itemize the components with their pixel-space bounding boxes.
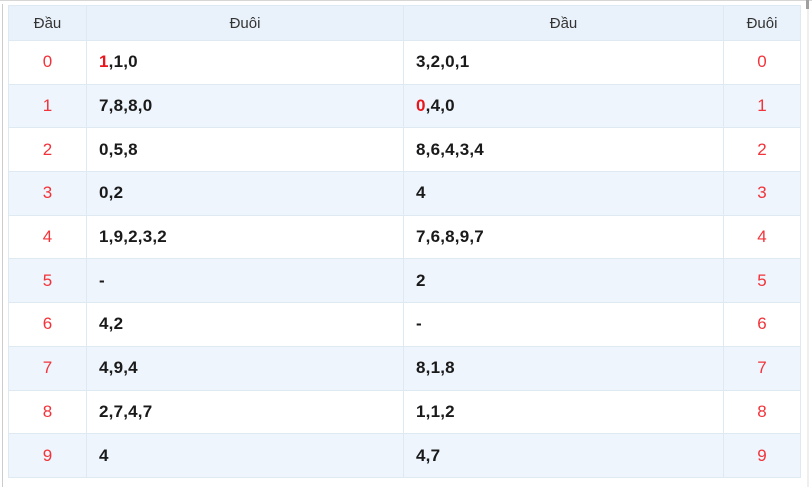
highlighted-digit: 1 (99, 52, 109, 72)
dau-right-cell: 7,6,8,9,7 (403, 214, 724, 260)
table-row: 2 0,5,8 8,6,4,3,4 2 (8, 127, 801, 173)
dau-left-cell: 7 (8, 345, 87, 391)
duoi-left-cell: 1,1,0 (86, 40, 404, 85)
table-header: Đầu Đuôi Đầu Đuôi (8, 5, 801, 41)
duoi-right-cell: 0 (723, 40, 801, 85)
dau-right-cell: 4,7 (403, 433, 724, 478)
table-row: 4 1,9,2,3,2 7,6,8,9,7 4 (8, 214, 801, 260)
header-duoi-right: Đuôi (723, 5, 801, 41)
table-row: 9 4 4,7 9 (8, 433, 801, 478)
duoi-right-cell: 9 (723, 433, 801, 478)
dau-duoi-table: Đầu Đuôi Đầu Đuôi 0 1,1,0 3,2,0,1 0 1 7,8,8,0… (8, 5, 801, 478)
duoi-right-cell: 1 (723, 83, 801, 129)
dau-left-cell: 4 (8, 214, 87, 260)
dau-right-cell: 1,1,2 (403, 389, 724, 435)
dau-left-cell: 5 (8, 258, 87, 304)
duoi-left-cell: 4,9,4 (86, 345, 404, 391)
scrollbar-thumb[interactable] (806, 0, 809, 9)
header-duoi-left: Đuôi (86, 5, 404, 41)
dau-right-cell: 8,1,8 (403, 345, 724, 391)
dau-left-cell: 3 (8, 171, 87, 216)
duoi-left-cell: - (86, 258, 404, 304)
dau-left-cell: 6 (8, 302, 87, 347)
duoi-left-cell: 1,9,2,3,2 (86, 214, 404, 260)
duoi-right-cell: 5 (723, 258, 801, 304)
dau-left-cell: 2 (8, 127, 87, 173)
dau-right-cell: - (403, 302, 724, 347)
scrollbar-track[interactable] (807, 6, 809, 487)
duoi-left-cell: 0,2 (86, 171, 404, 216)
duoi-right-cell: 8 (723, 389, 801, 435)
header-row: Đầu Đuôi Đầu Đuôi (8, 5, 801, 41)
dau-left-cell: 9 (8, 433, 87, 478)
table-row: 3 0,2 4 3 (8, 171, 801, 216)
duoi-right-cell: 2 (723, 127, 801, 173)
duoi-right-cell: 7 (723, 345, 801, 391)
table-body: 0 1,1,0 3,2,0,1 0 1 7,8,8,0 0,4,0 1 2 0,5,8 8,6,4,… (8, 40, 801, 478)
table-row: 6 4,2-6 (8, 302, 801, 347)
duoi-left-cell: 7,8,8,0 (86, 83, 404, 129)
header-dau-left: Đầu (8, 5, 87, 41)
dau-left-cell: 1 (8, 83, 87, 129)
dau-left-cell: 8 (8, 389, 87, 435)
duoi-left-cell: 4,2 (86, 302, 404, 347)
dau-right-cell: 8,6,4,3,4 (403, 127, 724, 173)
table-row: 1 7,8,8,0 0,4,0 1 (8, 83, 801, 129)
top-border (0, 0, 812, 1)
duoi-left-cell: 4 (86, 433, 404, 478)
duoi-right-cell: 4 (723, 214, 801, 260)
header-dau-right: Đầu (403, 5, 724, 41)
left-border (2, 4, 3, 487)
duoi-right-cell: 3 (723, 171, 801, 216)
dau-right-cell: 2 (403, 258, 724, 304)
duoi-left-cell: 2,7,4,7 (86, 389, 404, 435)
dau-right-cell: 0,4,0 (403, 83, 724, 129)
duoi-right-cell: 6 (723, 302, 801, 347)
dau-right-cell: 4 (403, 171, 724, 216)
highlighted-digit: 0 (416, 96, 426, 116)
table-row: 0 1,1,0 3,2,0,1 0 (8, 40, 801, 85)
duoi-left-cell: 0,5,8 (86, 127, 404, 173)
table-row: 8 2,7,4,7 1,1,2 8 (8, 389, 801, 435)
table-row: 7 4,9,4 8,1,8 7 (8, 345, 801, 391)
dau-right-cell: 3,2,0,1 (403, 40, 724, 85)
dau-left-cell: 0 (8, 40, 87, 85)
